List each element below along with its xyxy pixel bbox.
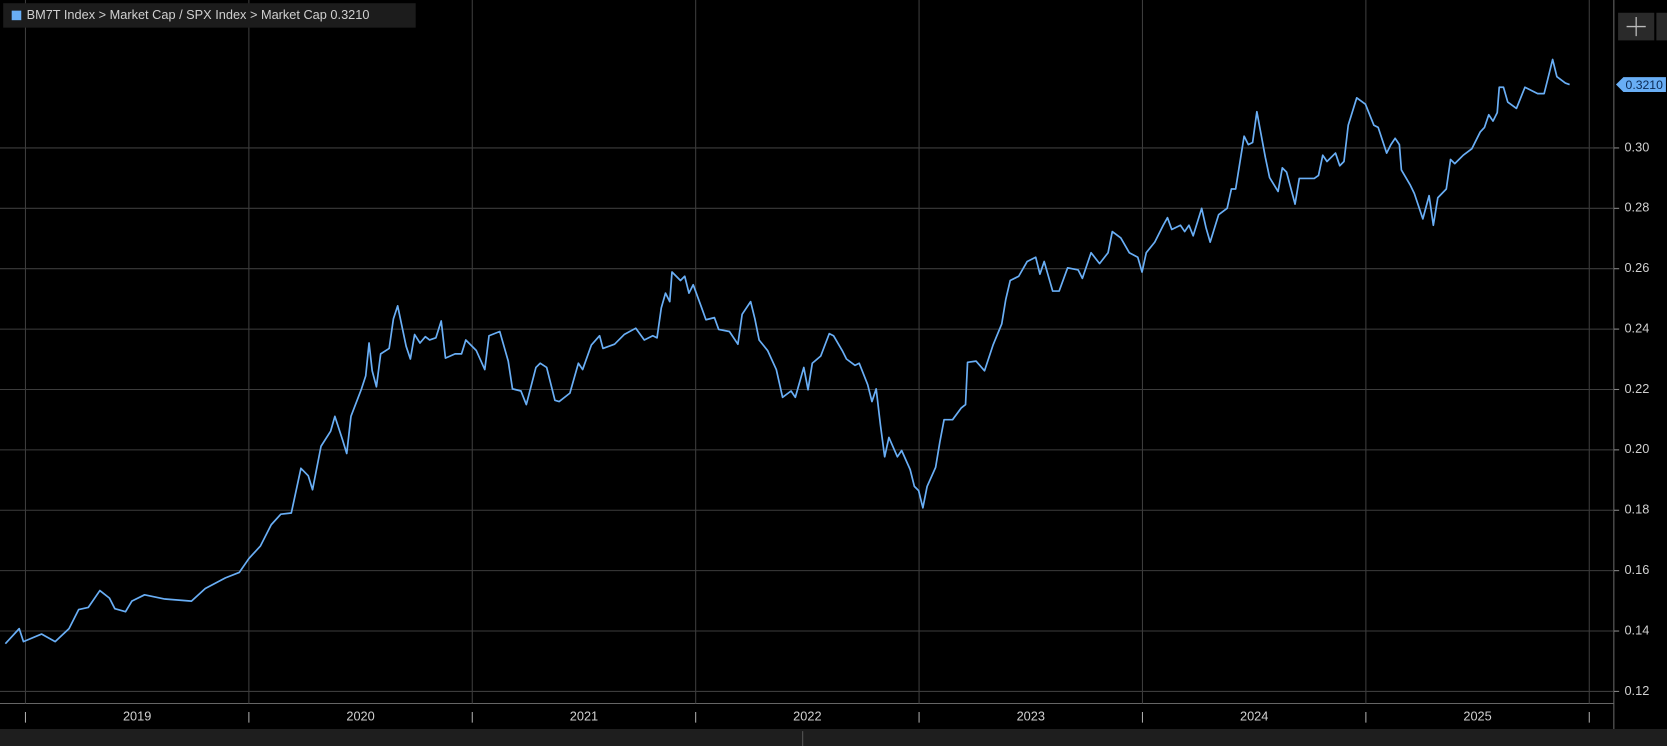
y-tick-label: 0.24 (1624, 320, 1649, 335)
y-tick-label: 0.18 (1624, 502, 1649, 517)
x-tick-label: 2025 (1463, 709, 1491, 724)
plot: 0.12 0.14 0.16 0.18 0.20 0.22 0.24 0.26 0.28 0.30… (0, 0, 1649, 724)
legend-swatch (11, 10, 22, 21)
y-tick-label: 0.28 (1624, 200, 1649, 215)
last-value-tag (1615, 77, 1666, 92)
last-value-label: 0.3210 (1626, 78, 1664, 92)
x-tick-label: 2023 (1017, 709, 1045, 724)
legend-value: 0.3210 (330, 7, 369, 22)
y-tick-label: 0.16 (1624, 562, 1649, 577)
crosshair-icon (1626, 17, 1646, 37)
legend (3, 3, 416, 28)
y-tick-label: 0.22 (1624, 381, 1649, 396)
zoom-button[interactable] (1656, 12, 1667, 41)
legend-text: BM7T Index > Market Cap / SPX Index > Ma… (27, 7, 370, 22)
x-tick-label: 2022 (793, 709, 821, 724)
y-tick-label: 0.12 (1624, 683, 1649, 698)
bottom-bar (0, 728, 1667, 746)
x-tick-label: 2024 (1240, 709, 1268, 724)
x-tick-label: 2021 (570, 709, 598, 724)
y-tick-label: 0.20 (1624, 441, 1649, 456)
y-tick-label: 0.26 (1624, 260, 1649, 275)
series-line (4, 58, 1570, 645)
x-tick-label: 2020 (346, 709, 374, 724)
y-tick-label: 0.30 (1624, 139, 1649, 154)
x-tick-label: 2019 (123, 709, 151, 724)
y-tick-label: 0.14 (1624, 622, 1649, 637)
legend-label: BM7T Index > Market Cap / SPX Index > Ma… (27, 7, 327, 22)
